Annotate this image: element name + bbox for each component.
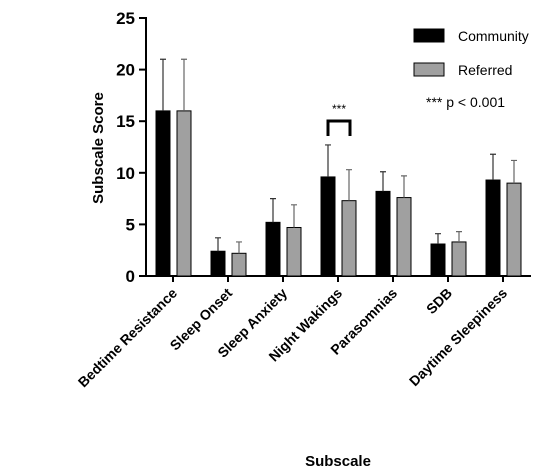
bar <box>375 190 391 277</box>
error-bar <box>511 159 517 184</box>
bar <box>506 182 522 277</box>
legend-swatch <box>413 28 445 43</box>
bar <box>286 226 302 277</box>
error-bar <box>401 175 407 198</box>
error-bar <box>490 153 496 181</box>
significance-note: *** p < 0.001 <box>426 94 505 110</box>
bar <box>320 176 336 277</box>
bar <box>231 252 247 277</box>
bar <box>210 250 226 277</box>
error-bar <box>270 198 276 223</box>
x-tick-label: Daytime Sleepiness <box>406 285 510 389</box>
significance-label: *** <box>332 102 346 116</box>
bar <box>396 197 412 277</box>
error-bar <box>325 144 331 177</box>
x-axis-label: Subscale <box>305 453 371 470</box>
legend-label: Referred <box>458 62 512 78</box>
legend-label: Community <box>458 28 529 44</box>
y-axis-label: Subscale Score <box>90 92 107 204</box>
x-tick-label: Bedtime Resistance <box>75 285 181 391</box>
error-bar <box>380 171 386 192</box>
bar <box>176 110 192 277</box>
bar <box>265 221 281 277</box>
error-bar <box>456 231 462 242</box>
error-bar <box>291 204 297 228</box>
error-bar <box>160 58 166 111</box>
error-bar <box>236 241 242 254</box>
bar <box>451 241 467 277</box>
bar <box>155 110 171 277</box>
y-tick-label: 10 <box>116 164 135 183</box>
y-tick-label: 20 <box>116 61 135 80</box>
bar <box>485 179 501 277</box>
legend-swatch <box>413 62 445 77</box>
error-bar <box>215 237 221 252</box>
y-tick-label: 25 <box>116 9 135 28</box>
y-tick-label: 15 <box>116 112 135 131</box>
error-bar <box>346 169 352 201</box>
error-bar <box>435 233 441 245</box>
significance-bracket <box>326 119 352 136</box>
bar <box>341 200 357 277</box>
x-tick-label: SDB <box>423 285 455 317</box>
y-tick-label: 5 <box>126 215 135 234</box>
bar <box>430 243 446 277</box>
error-bar <box>181 58 187 111</box>
y-tick-label: 0 <box>126 267 135 286</box>
